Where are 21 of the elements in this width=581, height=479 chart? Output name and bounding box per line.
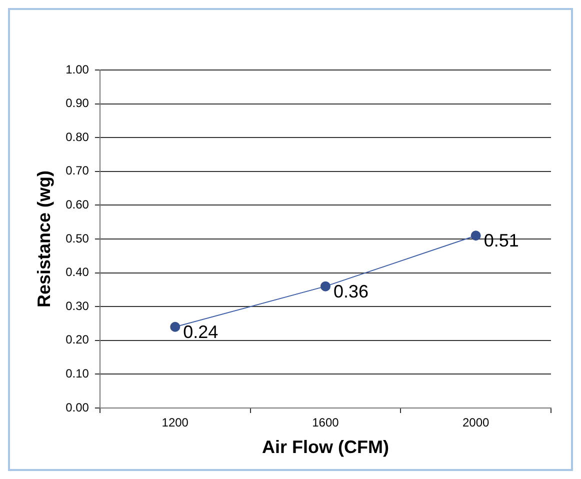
y-tick-label: 0.30: [66, 298, 90, 313]
y-tick-label: 0.80: [66, 130, 90, 144]
y-tick-label: 0.10: [66, 366, 90, 381]
y-tick-label: 0.70: [66, 164, 90, 178]
x-tick-label: 1600: [312, 416, 340, 430]
y-tick-label: 0.90: [66, 96, 90, 110]
x-tick-label: 2000: [462, 416, 490, 430]
data-label: 0.24: [183, 322, 218, 342]
y-tick-label: 0.40: [66, 265, 90, 280]
data-label: 0.36: [333, 281, 369, 302]
y-axis-title: Resistance (wg): [34, 170, 54, 308]
point: [320, 281, 330, 292]
y-tick-label: 0.20: [66, 332, 90, 347]
x-tick-label: 1200: [162, 416, 189, 430]
y-tick-label: 1.00: [66, 62, 90, 76]
y-tick-label: 0.50: [66, 231, 90, 246]
y-tick-label: 0.60: [66, 198, 90, 212]
y-tick-label: 0.00: [66, 400, 90, 414]
point: [470, 230, 481, 241]
x-axis-title: Air Flow (CFM): [262, 437, 389, 458]
point: [170, 322, 180, 332]
